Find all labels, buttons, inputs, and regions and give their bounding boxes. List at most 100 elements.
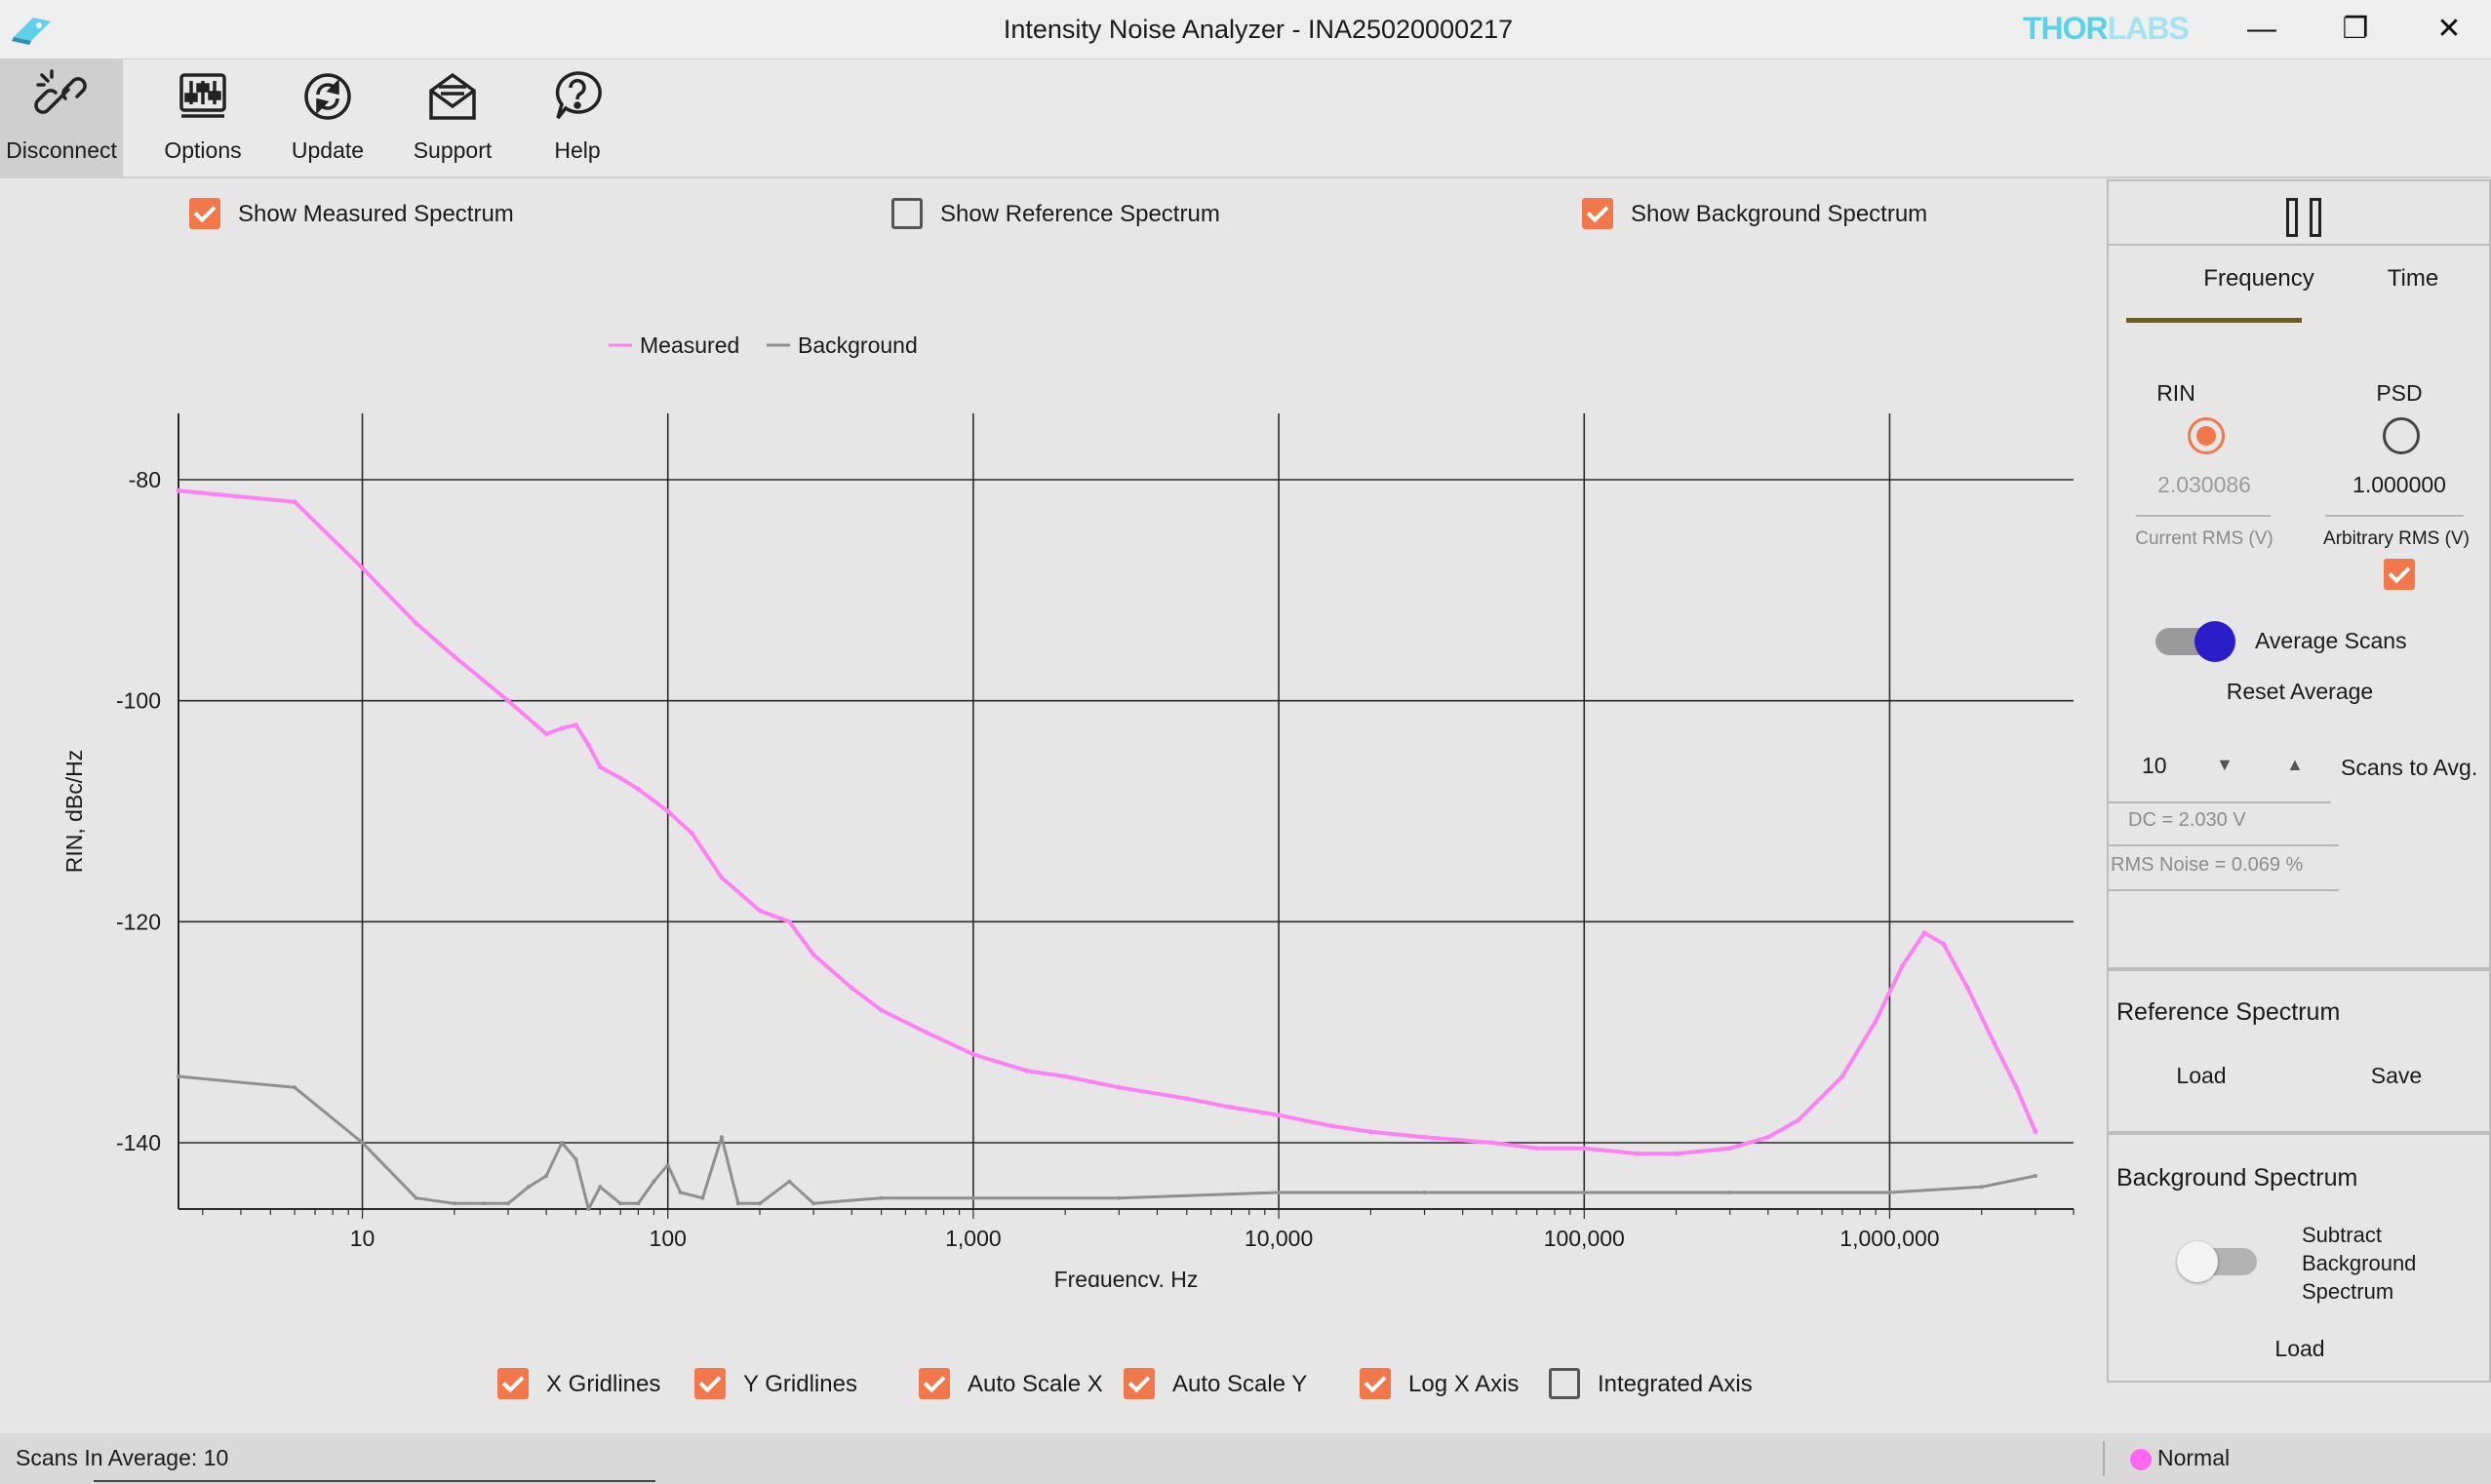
- scans-to-avg-input[interactable]: 10: [2142, 753, 2167, 778]
- data-point-measured: [786, 918, 792, 924]
- data-point-measured: [360, 566, 366, 571]
- close-button[interactable]: ✕: [2405, 0, 2491, 59]
- data-point-measured: [719, 875, 725, 880]
- data-point-background: [1422, 1191, 1427, 1194]
- decrement-scans-button[interactable]: ▼: [2216, 755, 2234, 775]
- options-label: Options: [164, 137, 242, 163]
- pause-panel: [2107, 179, 2491, 246]
- data-point-background: [526, 1185, 531, 1190]
- chevron-up-icon: ▲: [2286, 755, 2304, 774]
- rin-spectrum-chart[interactable]: 10 100 1,000 10,000 100,000 1,000,000 -80 -100 -…: [0, 176, 2107, 1287]
- data-point-measured: [1024, 1068, 1030, 1074]
- integrated-axis-checkbox[interactable]: Integrated Axis: [1549, 1365, 1753, 1404]
- show-measured-label: Show Measured Spectrum: [238, 201, 514, 227]
- data-point-measured: [690, 831, 694, 837]
- data-point-background: [414, 1195, 418, 1200]
- tab-time-label: Time: [2387, 265, 2439, 292]
- pause-button[interactable]: [2286, 198, 2321, 237]
- checkbox-checked-icon: [497, 1367, 529, 1399]
- y-gridlines-label: Y Gridlines: [743, 1371, 857, 1397]
- data-point-background: [1887, 1191, 1892, 1194]
- disconnect-label: Disconnect: [6, 137, 117, 163]
- auto-scale-x-checkbox[interactable]: Auto Scale X: [919, 1365, 1103, 1404]
- arbitrary-rms-input[interactable]: 1.000000: [2353, 472, 2446, 497]
- data-point-measured: [176, 488, 181, 493]
- show-background-checkbox[interactable]: Show Background Spectrum: [1582, 195, 1927, 234]
- data-point-measured: [2013, 1084, 2019, 1090]
- data-point-background: [1117, 1195, 1122, 1200]
- y-gridlines-checkbox[interactable]: Y Gridlines: [694, 1365, 857, 1404]
- show-reference-checkbox[interactable]: Show Reference Spectrum: [891, 195, 1220, 234]
- data-point-measured: [1873, 1018, 1878, 1024]
- data-point-background: [482, 1201, 487, 1206]
- show-measured-checkbox[interactable]: Show Measured Spectrum: [189, 195, 514, 234]
- data-point-measured: [665, 808, 671, 814]
- disconnect-button[interactable]: Disconnect: [0, 59, 123, 176]
- y-tick-label: -140: [116, 1130, 161, 1155]
- data-point-measured: [1635, 1151, 1641, 1156]
- update-button[interactable]: Update: [281, 59, 375, 176]
- data-point-measured: [559, 725, 565, 731]
- data-point-background: [735, 1201, 740, 1206]
- data-point-measured: [1899, 963, 1905, 969]
- show-reference-label: Show Reference Spectrum: [940, 201, 1220, 227]
- tab-frequency[interactable]: Frequency: [2161, 265, 2356, 293]
- brand-part-2: LABS: [2107, 11, 2190, 46]
- help-button[interactable]: Help: [531, 59, 624, 176]
- data-point-background: [544, 1174, 549, 1178]
- data-point-background: [506, 1201, 510, 1206]
- options-button[interactable]: Options: [156, 59, 250, 176]
- restore-button[interactable]: ❐: [2312, 0, 2399, 59]
- data-point-background: [1277, 1191, 1282, 1194]
- data-point-measured: [2033, 1129, 2038, 1135]
- envelope-icon: [429, 72, 476, 120]
- help-label: Help: [554, 137, 601, 163]
- tab-time[interactable]: Time: [2335, 265, 2491, 293]
- average-scans-toggle[interactable]: [2155, 621, 2235, 662]
- auto-scale-y-checkbox[interactable]: Auto Scale Y: [1124, 1365, 1307, 1404]
- current-rms-label: Current RMS (V): [2135, 528, 2274, 549]
- y-tick-label: -100: [116, 688, 161, 714]
- title-bar: Intensity Noise Analyzer - INA2502000021…: [0, 0, 2491, 59]
- x-tick-label: 10,000: [1245, 1226, 1313, 1251]
- refresh-icon: [304, 73, 351, 120]
- reference-spectrum-title: Reference Spectrum: [2116, 998, 2341, 1026]
- background-spectrum-title: Background Spectrum: [2116, 1164, 2358, 1191]
- measurement-panel: Frequency Time RIN PSD 2.030086 1.000000…: [2107, 244, 2491, 969]
- data-point-measured: [414, 620, 419, 626]
- reset-average-button[interactable]: Reset Average: [2226, 679, 2374, 704]
- data-point-measured: [757, 908, 763, 914]
- y-tick-label: -120: [116, 909, 161, 934]
- log-x-axis-checkbox[interactable]: Log X Axis: [1360, 1365, 1519, 1404]
- subtract-background-toggle[interactable]: [2177, 1241, 2257, 1282]
- rin-radio[interactable]: [2188, 417, 2225, 454]
- data-point-measured: [1367, 1129, 1373, 1135]
- data-point-measured: [1116, 1084, 1122, 1090]
- checkbox-checked-icon: [1360, 1367, 1391, 1399]
- data-point-background: [652, 1179, 656, 1184]
- data-point-background: [560, 1141, 565, 1145]
- data-point-measured: [452, 653, 457, 659]
- x-gridlines-checkbox[interactable]: X Gridlines: [497, 1365, 660, 1404]
- average-scans-label: Average Scans: [2255, 628, 2407, 653]
- legend-label-measured: Measured: [640, 332, 739, 358]
- subtract-label-line-2: Background: [2302, 1251, 2417, 1275]
- rms-noise-readout: RMS Noise = 0.069 %: [2111, 854, 2304, 876]
- data-point-background: [586, 1207, 591, 1211]
- minimize-button[interactable]: —: [2218, 0, 2306, 59]
- chevron-down-icon: ▼: [2216, 755, 2234, 774]
- increment-scans-button[interactable]: ▲: [2286, 755, 2304, 775]
- subtract-background-label: Subtract Background Spectrum: [2302, 1221, 2416, 1306]
- psd-radio[interactable]: [2383, 417, 2420, 454]
- series-line-measured: [178, 488, 2037, 1156]
- support-button[interactable]: Support: [406, 59, 499, 176]
- save-reference-button[interactable]: Save: [2370, 1063, 2423, 1088]
- data-point-measured: [543, 731, 549, 737]
- load-background-button[interactable]: Load: [2274, 1336, 2325, 1361]
- current-rms-value: 2.030086: [2157, 472, 2251, 497]
- dc-readout: DC = 2.030 V: [2128, 809, 2246, 831]
- data-point-background: [787, 1179, 792, 1184]
- data-point-background: [1582, 1191, 1587, 1194]
- load-reference-button[interactable]: Load: [2176, 1063, 2227, 1088]
- arbitrary-rms-checkbox[interactable]: [2384, 556, 2432, 595]
